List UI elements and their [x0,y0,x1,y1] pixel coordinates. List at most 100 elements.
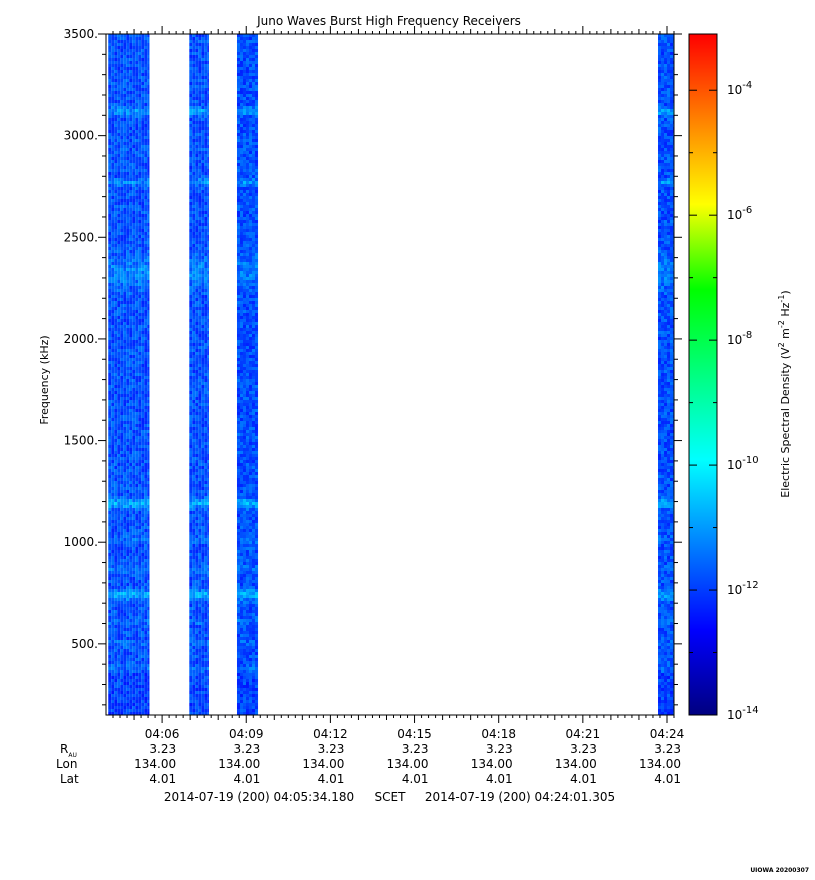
spectrogram-cell [132,415,136,418]
spectrogram-cell [141,337,145,340]
spectrogram-cell [126,463,130,466]
spectrogram-cell [141,202,145,205]
spectrogram-cell [195,640,199,643]
spectrogram-cell [126,367,130,370]
spectrogram-cell [138,616,142,619]
spectrogram-cell [132,301,136,304]
spectrogram-cell [114,457,118,460]
spectrogram-cell [198,145,202,148]
spectrogram-cell [141,535,145,538]
spectrogram-cell [129,328,133,331]
spectrogram-cell [204,154,208,157]
spectrogram-cell [204,169,208,172]
spectrogram-cell [198,559,202,562]
spectrogram-cell [129,226,133,229]
spectrogram-cell [123,283,127,286]
spectrogram-cell [189,190,193,193]
spectrogram-cell [189,520,193,523]
spectrogram-cell [189,673,193,676]
spectrogram-cell [114,214,118,217]
spectrogram-cell [207,376,209,379]
spectrogram-cell [144,358,148,361]
spectrogram-cell [245,79,249,82]
spectrogram-cell [147,529,150,532]
spectrogram-cell [129,700,133,703]
spectrogram-cell [138,580,142,583]
spectrogram-cell [198,601,202,604]
spectrogram-cell [207,454,209,457]
spectrogram-cell [120,484,124,487]
spectrogram-cell [132,160,136,163]
spectrogram-cell [195,352,199,355]
spectrogram-cell [189,373,193,376]
spectrogram-cell [201,79,205,82]
spectrogram-cell [204,364,208,367]
spectrogram-cell [141,433,145,436]
spectrogram-cell [126,58,130,61]
spectrogram-cell [141,112,145,115]
spectrogram-cell [120,160,124,163]
spectrogram-cell [144,394,148,397]
spectrogram-cell [138,709,142,712]
spectrogram-cell [198,259,202,262]
spectrogram-cell [126,106,130,109]
spectrogram-cell [135,667,139,670]
spectrogram-cell [192,232,196,235]
spectrogram-cell [111,85,115,88]
spectrogram-cell [204,475,208,478]
spectrogram-cell [120,538,124,541]
spectrogram-cell [135,253,139,256]
spectrogram-cell [108,127,112,130]
spectrogram-cell [195,169,199,172]
spectrogram-cell [132,448,136,451]
spectrogram-cell [201,619,205,622]
spectrogram-cell [123,232,127,235]
spectrogram-cell [201,385,205,388]
spectrogram-cell [108,286,112,289]
spectrogram-cell [120,238,124,241]
spectrogram-cell [141,199,145,202]
spectrogram-cell [195,334,199,337]
spectrogram-cell [198,82,202,85]
spectrogram-cell [192,712,196,715]
spectrogram-cell [114,613,118,616]
spectrogram-cell [108,79,112,82]
spectrogram-cell [195,100,199,103]
spectrogram-cell [120,694,124,697]
spectrogram-cell [135,85,139,88]
spectrogram-cell [114,466,118,469]
spectrogram-cell [111,187,115,190]
spectrogram-cell [132,358,136,361]
spectrogram-cell [201,193,205,196]
spectrogram-cell [254,88,258,91]
spectrogram-cell [189,691,193,694]
spectrogram-cell [123,190,127,193]
spectrogram-cell [138,424,142,427]
spectrogram-cell [245,91,249,94]
spectrogram-cell [195,229,199,232]
spectrogram-cell [236,64,240,67]
spectrogram-cell [198,298,202,301]
spectrogram-cell [111,109,115,112]
spectrogram-cell [207,58,209,61]
spectrogram-cell [114,463,118,466]
spectrogram-cell [138,211,142,214]
spectrogram-cell [129,181,133,184]
spectrogram-cell [108,478,112,481]
spectrogram-cell [117,265,121,268]
spectrogram-cell [108,367,112,370]
spectrogram-cell [114,109,118,112]
spectrogram-cell [198,427,202,430]
spectrogram-cell [114,472,118,475]
spectrogram-cell [207,241,209,244]
spectrogram-cell [144,100,148,103]
spectrogram-cell [129,151,133,154]
spectrogram-cell [135,598,139,601]
spectrogram-cell [117,682,121,685]
spectrogram-cell [198,388,202,391]
spectrogram-cell [207,157,209,160]
spectrogram-cell [189,625,193,628]
spectrogram-cell [204,436,208,439]
spectrogram-cell [138,223,142,226]
spectrogram-cell [132,310,136,313]
